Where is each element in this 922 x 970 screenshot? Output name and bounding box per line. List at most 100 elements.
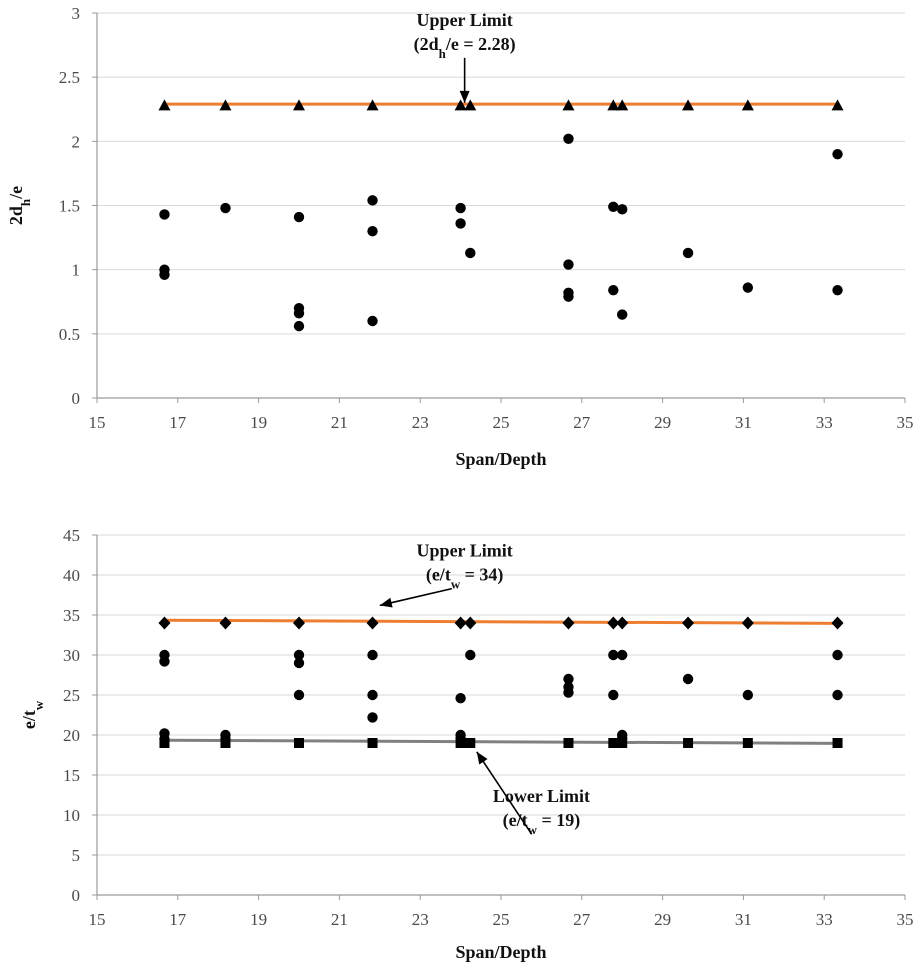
upper-limit-marker: [741, 616, 754, 630]
annotation-text: (2dh/e = 2.28): [414, 34, 516, 61]
data-point: [159, 269, 170, 280]
x-tick-label: 31: [735, 413, 752, 432]
upper-limit-marker: [293, 99, 305, 111]
y-tick-label: 10: [63, 806, 80, 825]
upper-limit-marker: [464, 99, 477, 111]
data-point: [832, 689, 843, 701]
y-tick-label: 3: [72, 4, 81, 23]
data-point: [293, 320, 305, 332]
y-tick-label: 2: [72, 132, 81, 151]
x-tick-label: 33: [816, 413, 833, 432]
lower-limit-marker: [220, 738, 231, 748]
x-tick-label: 25: [493, 413, 510, 432]
data-point: [159, 656, 170, 667]
annotation-text: Lower Limit: [493, 786, 590, 806]
upper-limit-marker: [454, 99, 467, 111]
x-tick-label: 17: [169, 910, 187, 929]
upper-limit-marker: [831, 99, 844, 111]
data-point: [832, 285, 843, 296]
upper-limit-marker: [616, 99, 629, 111]
data-point: [617, 649, 628, 661]
x-axis-title: Span/Depth: [455, 942, 546, 962]
x-tick-label: 27: [573, 413, 591, 432]
annotation-text: (e/tw = 34): [426, 565, 504, 592]
data-point: [159, 209, 170, 220]
upper-limit-marker: [607, 99, 620, 111]
lower-limit-marker: [617, 738, 628, 748]
data-point: [563, 259, 574, 270]
upper-limit-marker: [366, 616, 379, 630]
y-tick-label: 45: [63, 526, 80, 545]
lower-limit-marker: [742, 738, 753, 748]
lower-limit-marker: [294, 738, 304, 748]
lower-limit-marker: [159, 738, 170, 748]
data-point: [742, 689, 754, 701]
arrow-head: [379, 597, 393, 608]
data-point: [465, 247, 476, 259]
data-point: [367, 225, 378, 237]
data-point: [608, 689, 619, 701]
upper-limit-marker: [158, 99, 171, 111]
y-tick-label: 5: [72, 846, 81, 865]
data-point: [293, 657, 305, 669]
lower-limit-marker: [832, 738, 843, 748]
data-point: [455, 218, 466, 229]
chart-1: 15 17 19 21 23 25 27 29 31 33 35 0 0.5 1 1.5 2 2.5 3 Span/…: [6, 4, 914, 469]
upper-limit-marker: [741, 99, 754, 111]
y-tick-label: 0: [72, 389, 81, 408]
y-tick-label: 0.5: [59, 325, 80, 344]
upper-limit-marker: [607, 616, 620, 630]
data-point: [220, 202, 231, 214]
lower-limit-marker: [683, 738, 694, 748]
arrow-head: [476, 751, 488, 765]
x-tick-label: 35: [897, 910, 914, 929]
y-tick-label: 2.5: [59, 68, 80, 87]
y-tick-label: 1.5: [59, 197, 80, 216]
x-tick-label: 23: [412, 413, 429, 432]
x-tick-label: 17: [169, 413, 187, 432]
x-tick-label: 23: [412, 910, 429, 929]
upper-limit-marker: [454, 616, 467, 630]
data-point: [563, 673, 574, 685]
upper-limit-marker: [682, 99, 695, 111]
data-point: [367, 195, 378, 206]
data-point: [367, 689, 378, 701]
annotation-text: (e/tw = 19): [503, 810, 581, 837]
upper-limit-marker: [616, 616, 629, 630]
data-point: [832, 649, 843, 661]
data-point: [293, 649, 305, 661]
upper-limit-marker: [219, 99, 232, 111]
upper-limit-marker: [562, 616, 575, 630]
upper-limit-marker: [158, 616, 171, 630]
chart-2: 15 17 19 21 23 25 27 29 31 33 35 0 5 10 15 20 25 30 35 40 45…: [19, 526, 914, 962]
lower-limit-marker: [367, 738, 378, 748]
data-point: [617, 204, 628, 215]
data-point: [608, 201, 619, 212]
x-tick-label: 29: [654, 910, 671, 929]
x-tick-label: 29: [654, 413, 671, 432]
limit-line: [164, 738, 838, 745]
data-point: [682, 247, 694, 259]
x-tick-label: 19: [250, 910, 267, 929]
data-point: [455, 693, 466, 704]
annotation-text: Upper Limit: [417, 10, 513, 30]
upper-limit-marker: [366, 99, 379, 111]
x-tick-label: 35: [897, 413, 914, 432]
y-tick-label: 30: [63, 646, 80, 665]
lower-limit-marker: [465, 738, 476, 748]
data-point: [293, 211, 305, 223]
x-tick-label: 25: [493, 910, 510, 929]
data-point: [617, 309, 628, 320]
x-tick-label: 19: [250, 413, 267, 432]
data-point: [293, 308, 305, 319]
x-tick-label: 21: [331, 413, 348, 432]
lower-limit-marker: [608, 738, 619, 748]
data-point: [465, 649, 476, 661]
x-tick-label: 33: [816, 910, 833, 929]
y-tick-label: 0: [72, 886, 81, 905]
data-point: [682, 673, 694, 685]
data-point: [742, 282, 754, 293]
y-tick-label: 35: [63, 606, 80, 625]
data-point: [367, 315, 378, 327]
